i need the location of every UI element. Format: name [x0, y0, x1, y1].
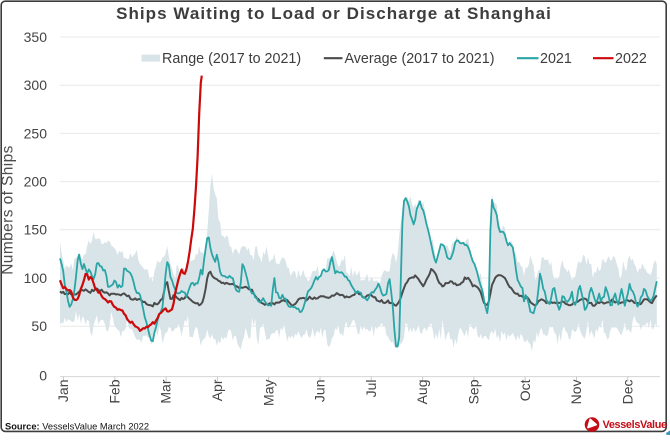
svg-text:Mar: Mar: [158, 379, 174, 403]
svg-text:100: 100: [24, 270, 48, 286]
svg-text:250: 250: [24, 125, 48, 141]
svg-text:2021: 2021: [540, 51, 572, 67]
svg-text:Average (2017 to 2021): Average (2017 to 2021): [345, 51, 495, 67]
svg-text:VesselsValue: VesselsValue: [603, 419, 668, 431]
svg-text:Feb: Feb: [106, 379, 122, 403]
svg-text:Jan: Jan: [55, 380, 71, 403]
svg-text:Sep: Sep: [466, 379, 482, 404]
svg-text:300: 300: [24, 77, 48, 93]
svg-text:Dec: Dec: [619, 380, 635, 405]
svg-text:Aug: Aug: [414, 380, 430, 405]
svg-text:Ships Waiting to Load or Disch: Ships Waiting to Load or Discharge at Sh…: [116, 4, 552, 23]
svg-text:50: 50: [31, 318, 47, 334]
svg-text:200: 200: [24, 174, 48, 190]
svg-text:Numbers of Ships: Numbers of Ships: [0, 145, 17, 275]
svg-text:350: 350: [24, 29, 48, 45]
svg-text:Oct: Oct: [517, 379, 533, 401]
svg-text:Jul: Jul: [363, 380, 379, 398]
svg-text:Jun: Jun: [312, 380, 328, 403]
svg-text:May: May: [260, 380, 276, 406]
svg-text:Source: VesselsValue March 202: Source: VesselsValue March 2022: [5, 422, 149, 432]
svg-text:Apr: Apr: [209, 379, 225, 401]
svg-text:Nov: Nov: [568, 380, 584, 405]
svg-text:0: 0: [39, 367, 47, 383]
svg-text:2022: 2022: [615, 51, 647, 67]
svg-text:Range (2017 to 2021): Range (2017 to 2021): [162, 51, 301, 67]
svg-text:150: 150: [24, 222, 48, 238]
